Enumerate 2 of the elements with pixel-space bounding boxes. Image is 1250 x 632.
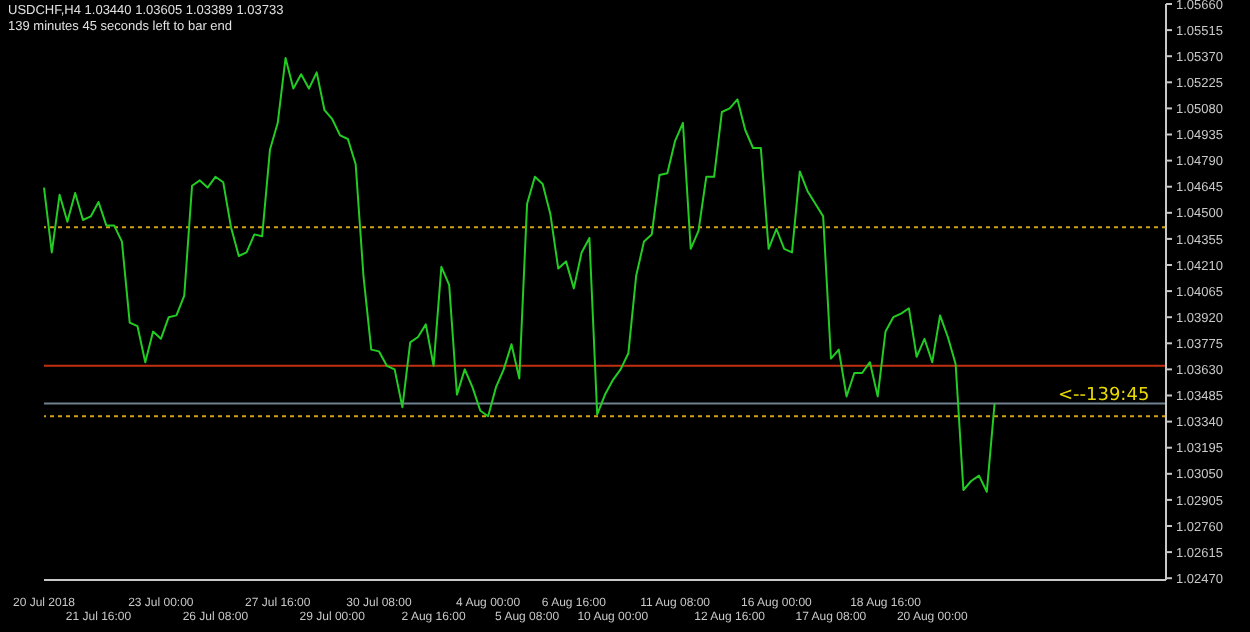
- line-series: [43, 57, 996, 493]
- annotation: <--139:45: [1057, 385, 1150, 406]
